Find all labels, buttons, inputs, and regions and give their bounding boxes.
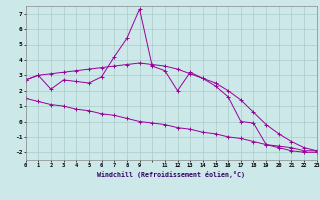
X-axis label: Windchill (Refroidissement éolien,°C): Windchill (Refroidissement éolien,°C) <box>97 171 245 178</box>
